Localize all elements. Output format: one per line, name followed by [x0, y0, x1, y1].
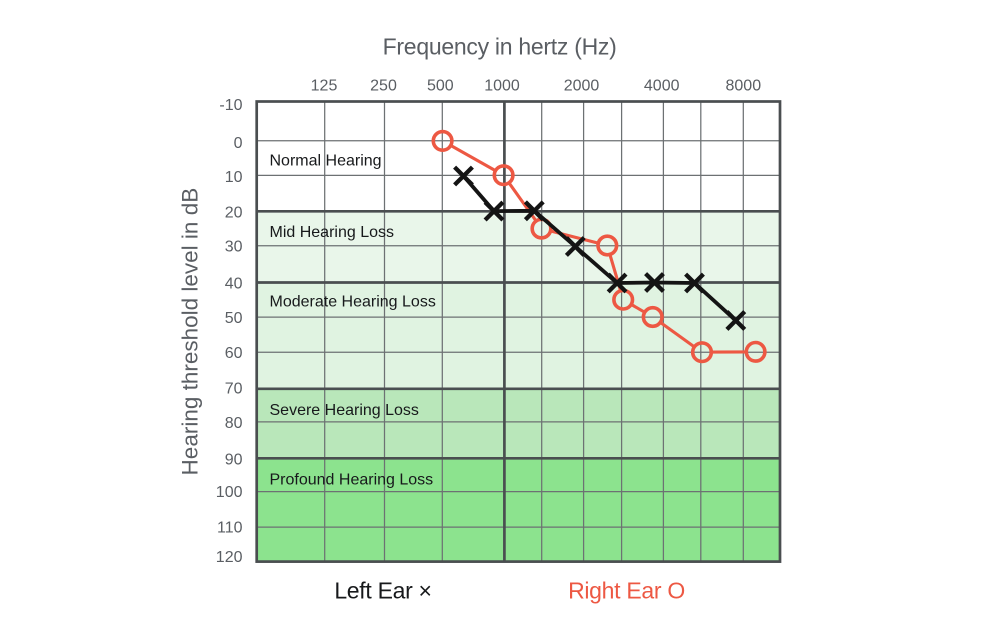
svg-text:4000: 4000	[644, 78, 680, 95]
svg-text:Mid Hearing Loss: Mid Hearing Loss	[270, 224, 395, 241]
svg-text:80: 80	[225, 415, 243, 432]
svg-text:Moderate Hearing Loss: Moderate Hearing Loss	[270, 294, 436, 311]
svg-text:Frequency in hertz (Hz): Frequency in hertz (Hz)	[383, 34, 617, 60]
svg-text:50: 50	[225, 310, 243, 327]
svg-text:500: 500	[427, 78, 454, 95]
svg-text:Right Ear O: Right Ear O	[568, 578, 685, 604]
svg-text:110: 110	[217, 520, 243, 537]
svg-text:40: 40	[225, 275, 243, 292]
svg-text:-10: -10	[219, 97, 242, 114]
svg-text:10: 10	[225, 169, 243, 186]
svg-text:70: 70	[225, 380, 243, 397]
svg-text:Normal Hearing: Normal Hearing	[270, 153, 382, 170]
svg-text:8000: 8000	[726, 78, 762, 95]
svg-text:60: 60	[225, 345, 243, 362]
svg-text:30: 30	[225, 238, 243, 255]
svg-text:Profound Hearing Loss: Profound Hearing Loss	[270, 472, 434, 489]
svg-text:0: 0	[234, 135, 243, 152]
svg-text:Severe Hearing Loss: Severe Hearing Loss	[270, 402, 419, 419]
svg-text:Left Ear ×: Left Ear ×	[334, 578, 431, 604]
svg-text:90: 90	[225, 451, 243, 468]
svg-text:1000: 1000	[484, 78, 520, 95]
svg-text:120: 120	[216, 549, 243, 566]
svg-text:250: 250	[370, 78, 397, 95]
svg-text:2000: 2000	[564, 78, 600, 95]
svg-text:125: 125	[311, 78, 338, 95]
svg-text:100: 100	[216, 484, 243, 501]
svg-text:Hearing threshold level in dB: Hearing threshold level in dB	[177, 188, 202, 476]
svg-text:20: 20	[225, 204, 243, 221]
